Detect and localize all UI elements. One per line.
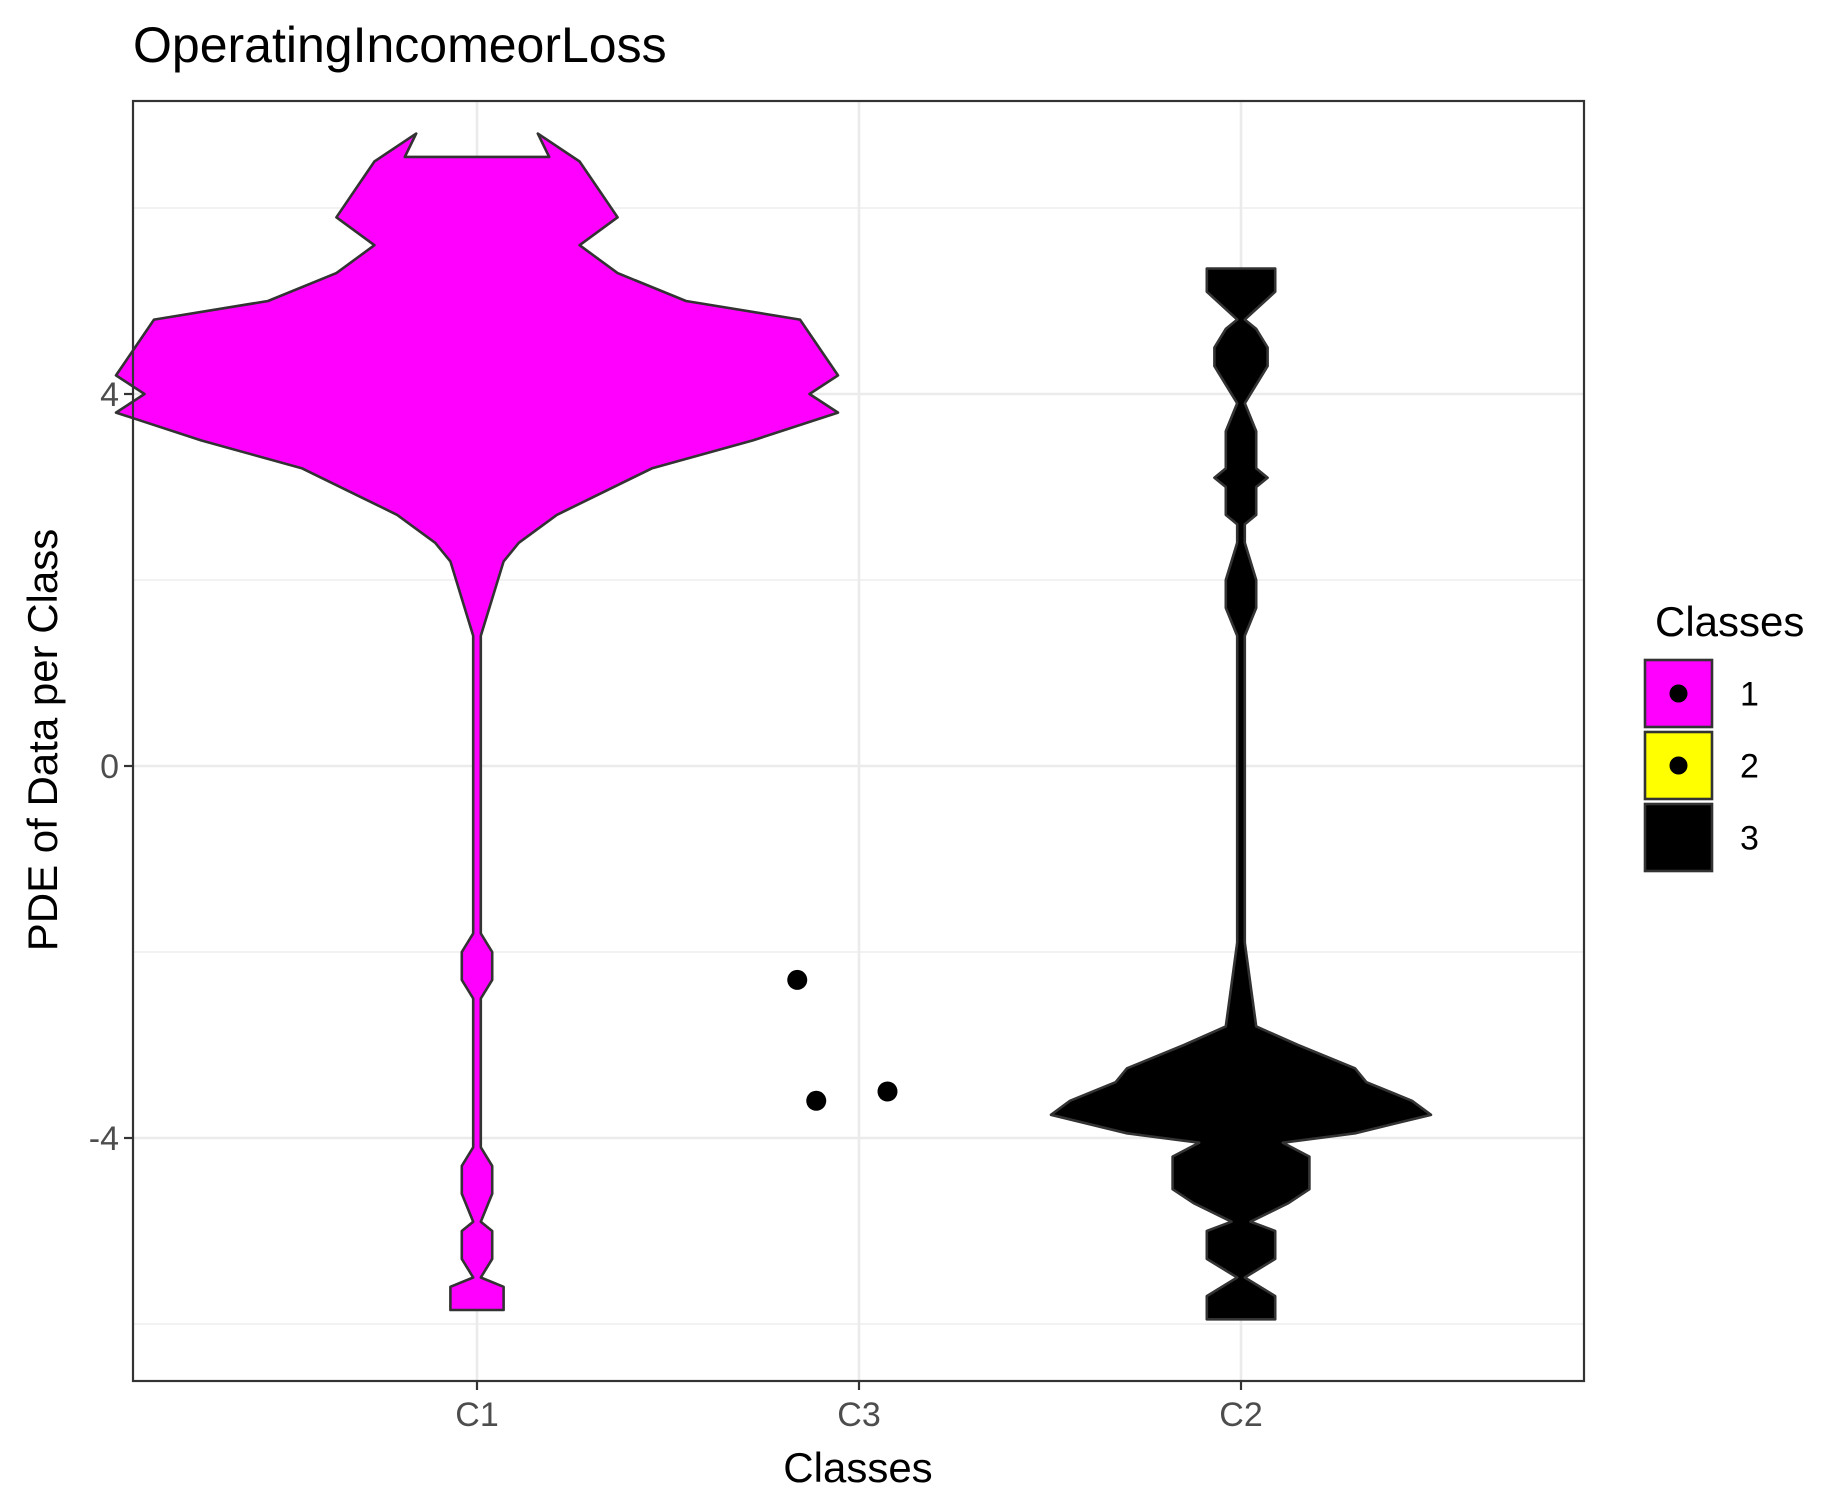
y-axis: 4 0 -4 <box>89 376 133 1158</box>
outlier-point-c3-2 <box>806 1090 827 1111</box>
legend-label-1: 1 <box>1740 676 1759 714</box>
outlier-point-c3-1 <box>787 969 808 990</box>
x-tick-label-c3: C3 <box>837 1396 880 1434</box>
x-tick-label-c1: C1 <box>455 1396 498 1434</box>
violin-shapes <box>114 132 1433 1321</box>
legend-key-point-1 <box>1669 684 1688 703</box>
x-axis-title: Classes <box>783 1444 932 1491</box>
outlier-point-c3-3 <box>877 1081 898 1102</box>
violin-c2 <box>1049 267 1433 1321</box>
x-tick-label-c2: C2 <box>1219 1396 1262 1434</box>
legend-label-2: 2 <box>1740 748 1759 786</box>
legend-label-3: 3 <box>1740 820 1759 858</box>
y-tick-label: 4 <box>100 376 119 414</box>
legend-key-point-2 <box>1669 756 1688 775</box>
legend-key-2 <box>1643 730 1714 801</box>
outlier-points <box>787 969 898 1111</box>
legend-title: Classes <box>1655 598 1804 645</box>
legend: Classes 1 2 3 <box>1643 598 1804 873</box>
legend-key-point-3 <box>1669 828 1688 847</box>
y-axis-title: PDE of Data per Class <box>19 529 66 952</box>
chart-title: OperatingIncomeorLoss <box>133 17 667 73</box>
y-tick-label: -4 <box>89 1120 119 1158</box>
y-tick-label: 0 <box>100 748 119 786</box>
x-axis: C1 C3 C2 <box>455 1381 1263 1434</box>
violin-c1 <box>114 132 840 1312</box>
